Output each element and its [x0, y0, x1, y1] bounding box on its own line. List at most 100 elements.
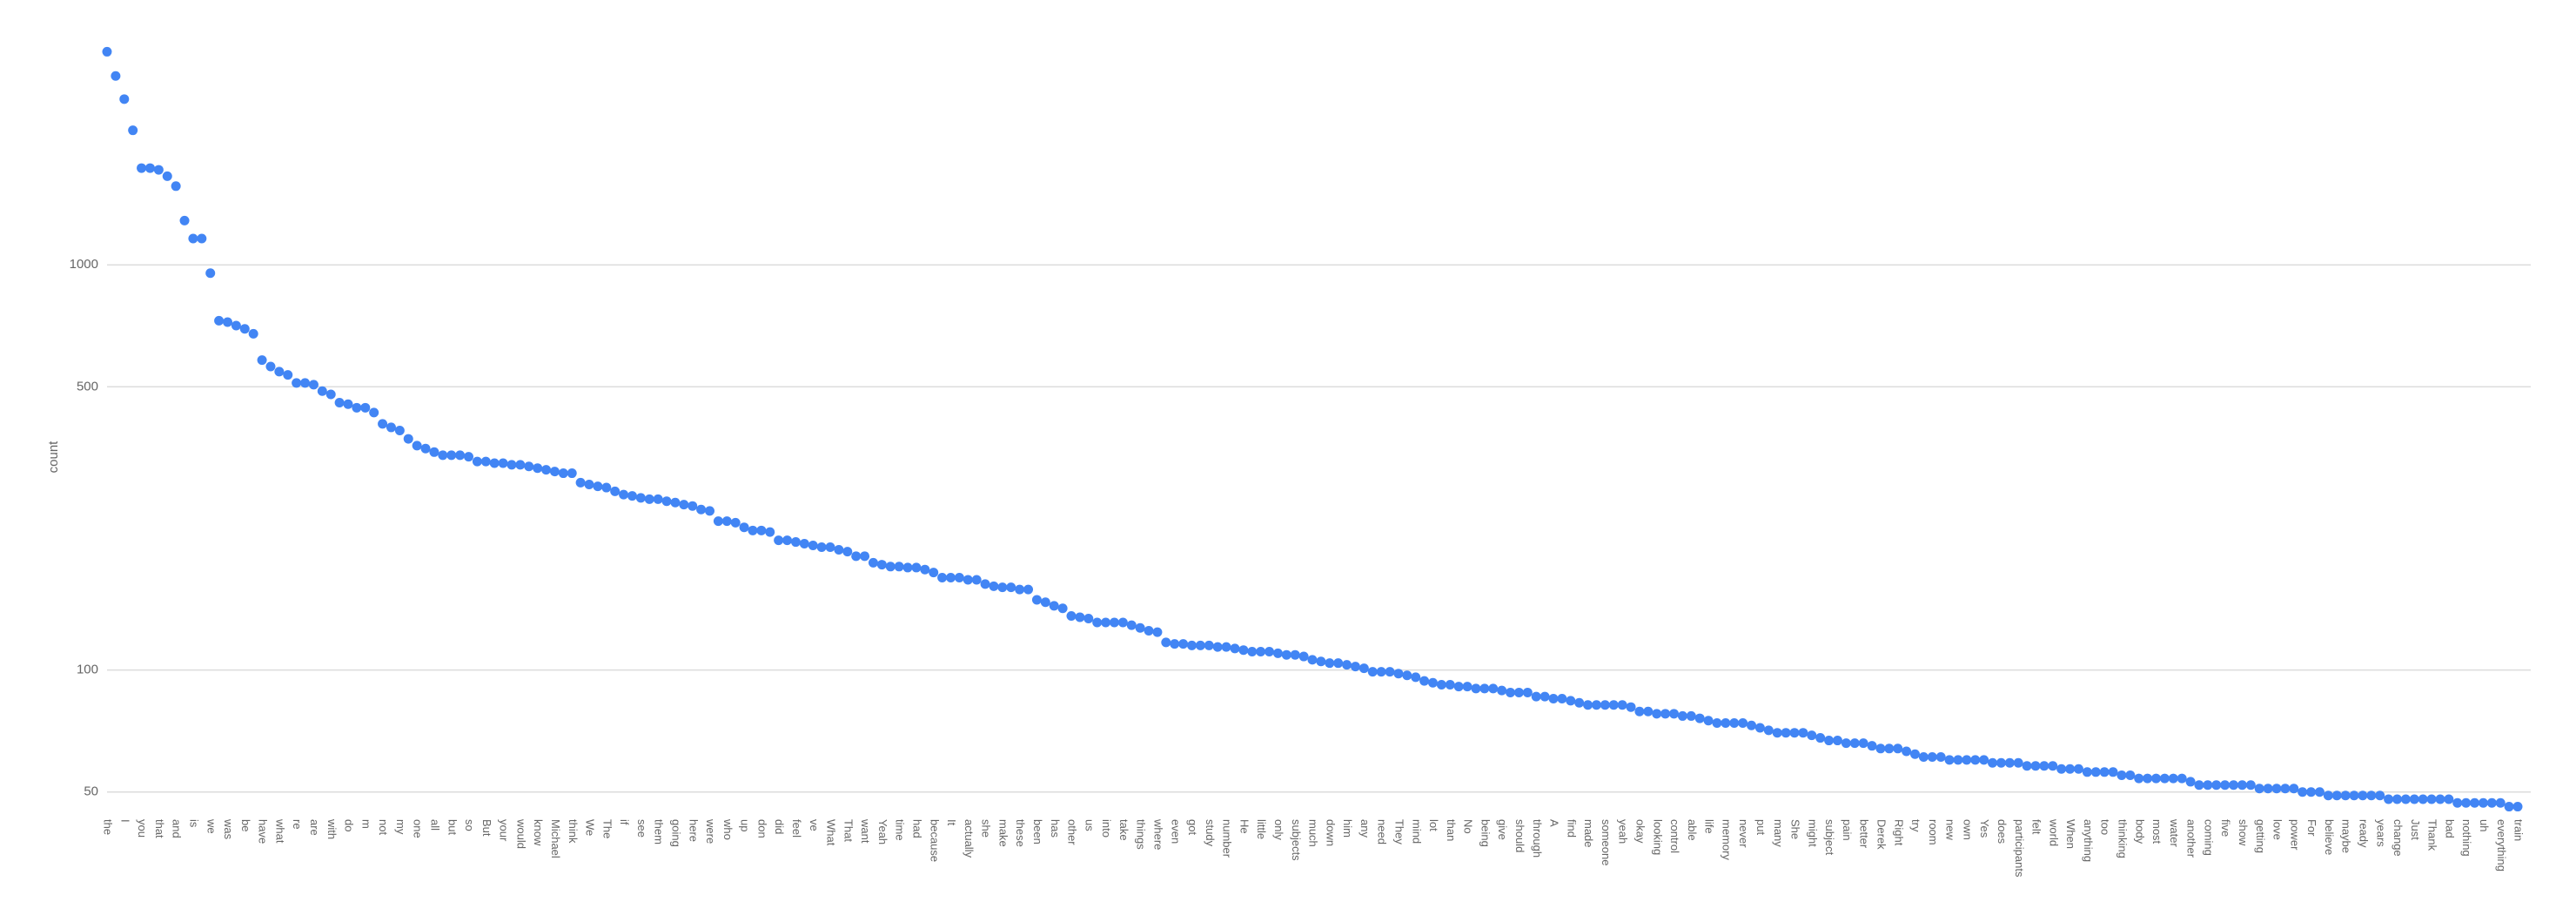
point: [1126, 620, 1137, 630]
point: [2177, 773, 2187, 784]
point: [231, 320, 241, 331]
point: [292, 378, 302, 388]
x-tick-label: I: [118, 819, 131, 823]
point: [1497, 685, 1507, 696]
point: [1841, 738, 1851, 749]
point: [119, 94, 130, 104]
point: [325, 389, 336, 400]
point: [2065, 764, 2076, 774]
point: [1798, 728, 1808, 738]
point: [2289, 784, 2299, 794]
x-tick-label: life: [1703, 819, 1716, 834]
point: [1617, 700, 1627, 710]
point: [1522, 687, 1533, 697]
point: [593, 481, 603, 492]
point: [1884, 743, 1895, 754]
point: [2073, 764, 2083, 774]
point: [144, 163, 155, 173]
x-tick-label: one: [412, 819, 425, 838]
point: [1763, 725, 1774, 736]
x-tick-label: able: [1686, 819, 1699, 841]
point: [1023, 584, 1034, 595]
point: [1187, 640, 1197, 650]
x-tick-label: control: [1668, 819, 1681, 853]
x-tick-label: should: [1513, 819, 1526, 852]
point: [799, 539, 809, 549]
point: [1428, 677, 1438, 688]
x-tick-label: maybe: [2340, 819, 2353, 853]
point: [1979, 755, 1989, 765]
x-tick-label: world: [2047, 818, 2060, 846]
point: [1204, 640, 1214, 650]
point: [653, 494, 663, 504]
point: [1506, 687, 1516, 697]
point: [2048, 761, 2058, 771]
point: [137, 163, 147, 173]
x-tick-label: try: [1909, 819, 1922, 832]
point: [1221, 642, 1231, 652]
x-tick-label: We: [584, 819, 597, 836]
x-tick-label: is: [187, 819, 200, 828]
point: [524, 461, 534, 472]
point: [601, 482, 612, 493]
point: [584, 480, 594, 490]
point: [610, 486, 621, 496]
point: [2495, 797, 2506, 808]
point: [2426, 794, 2437, 804]
x-tick-label: down: [1324, 819, 1337, 846]
x-tick-label: re: [291, 819, 304, 830]
x-tick-label: many: [1772, 819, 1785, 847]
point: [1849, 738, 1860, 749]
point: [1479, 683, 1490, 694]
x-tick-label: Just: [2409, 819, 2422, 840]
point: [1910, 749, 1920, 759]
point: [2099, 767, 2110, 777]
point: [2504, 802, 2514, 812]
x-tick-label: your: [498, 819, 511, 842]
point: [575, 477, 586, 488]
x-tick-label: getting: [2254, 819, 2267, 853]
point: [980, 579, 990, 589]
point: [713, 516, 723, 527]
x-tick-label: does: [1996, 819, 2009, 844]
point: [412, 441, 422, 451]
x-tick-label: A: [1548, 819, 1561, 827]
point: [1566, 696, 1576, 706]
point: [1092, 617, 1103, 628]
x-tick-label: memory: [1720, 819, 1733, 860]
point: [1738, 717, 1748, 728]
point: [1703, 716, 1714, 726]
point: [2090, 767, 2101, 777]
point: [885, 562, 896, 572]
point: [1342, 660, 1352, 670]
point: [1513, 687, 1524, 697]
point: [1583, 700, 1593, 710]
point: [1015, 584, 1025, 595]
point: [1729, 717, 1740, 728]
point: [567, 468, 577, 479]
point: [2331, 791, 2342, 801]
point: [1754, 723, 1765, 733]
x-tick-label: She: [1789, 819, 1802, 839]
point: [248, 328, 258, 339]
x-tick-label: actually: [963, 819, 976, 858]
point: [1634, 706, 1645, 717]
point: [2418, 794, 2428, 804]
point: [2254, 784, 2264, 794]
point: [1178, 639, 1189, 649]
point: [1712, 717, 1722, 728]
point: [111, 71, 121, 81]
point: [1402, 670, 1412, 681]
point: [1453, 682, 1464, 692]
x-tick-label: ready: [2357, 819, 2370, 848]
point: [394, 426, 405, 436]
point: [2470, 797, 2480, 808]
point: [963, 575, 973, 585]
point: [2271, 784, 2282, 794]
point: [403, 434, 413, 444]
point: [2168, 773, 2178, 784]
point: [929, 568, 939, 578]
point: [1652, 709, 1662, 719]
x-tick-label: water: [2168, 818, 2181, 847]
